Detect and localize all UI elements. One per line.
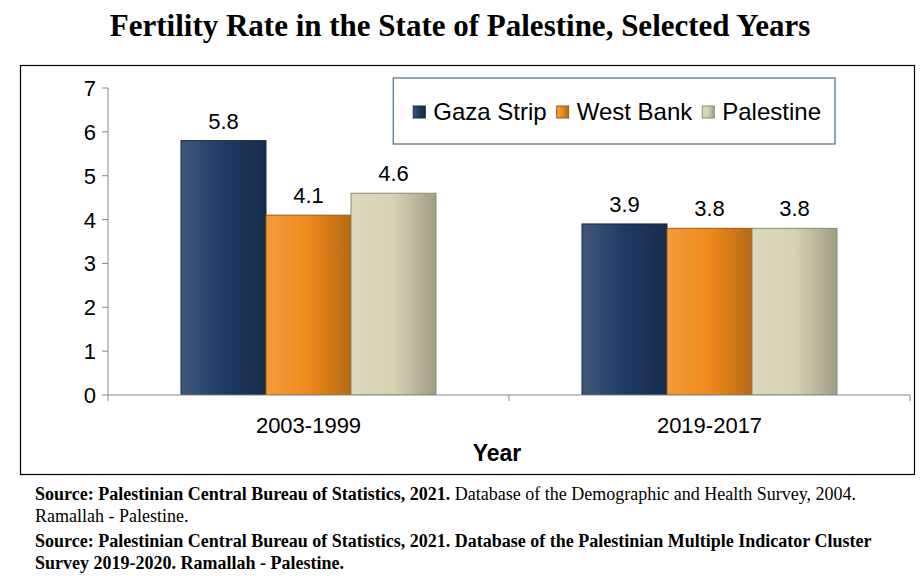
bar <box>667 228 752 395</box>
y-tick-label: 1 <box>84 339 96 364</box>
bar <box>582 224 667 395</box>
y-tick-label: 4 <box>84 208 96 233</box>
y-tick-label: 7 <box>84 76 96 101</box>
bar <box>752 228 837 395</box>
legend-label: Palestine <box>722 98 821 125</box>
x-tick <box>108 395 109 401</box>
legend-swatch <box>413 106 425 118</box>
x-tick <box>509 395 510 401</box>
bars <box>181 141 837 395</box>
y-axis <box>108 88 109 395</box>
legend-label: West Bank <box>577 98 694 125</box>
y-tick-label: 5 <box>84 164 96 189</box>
y-tick-label: 0 <box>84 383 96 408</box>
legend-box <box>393 78 835 144</box>
chart-frame <box>21 66 915 475</box>
bar <box>351 193 436 395</box>
x-axis-label: Year <box>473 440 522 466</box>
y-tick <box>102 131 108 132</box>
y-tick-label: 6 <box>84 120 96 145</box>
x-tick-label: 2019-2017 <box>657 413 762 438</box>
y-tick <box>102 88 108 89</box>
x-tick <box>910 395 911 401</box>
y-tick <box>102 395 108 396</box>
y-tick <box>102 219 108 220</box>
y-tick-label: 3 <box>84 251 96 276</box>
y-tick-label: 2 <box>84 295 96 320</box>
source-bold: Source: Palestinian Central Bureau of St… <box>35 484 450 504</box>
x-tick-label: 2003-1999 <box>256 413 361 438</box>
legend-label: Gaza Strip <box>433 98 546 125</box>
data-label: 4.1 <box>293 183 324 208</box>
bar <box>266 215 351 395</box>
data-label: 3.8 <box>779 196 810 221</box>
source-note: Source: Palestinian Central Bureau of St… <box>35 483 895 527</box>
source-note: Source: Palestinian Central Bureau of St… <box>35 530 895 574</box>
bar <box>181 141 266 395</box>
data-label: 4.6 <box>378 161 409 186</box>
data-label: 3.8 <box>694 196 725 221</box>
chart-title: Fertility Rate in the State of Palestine… <box>110 8 810 43</box>
source-bold: Source: Palestinian Central Bureau of St… <box>35 531 871 573</box>
y-tick <box>102 175 108 176</box>
y-tick <box>102 263 108 264</box>
y-tick <box>102 307 108 308</box>
legend: Gaza Strip West Bank Palestine <box>393 78 835 144</box>
data-label: 3.9 <box>609 192 640 217</box>
legend-swatch <box>557 106 569 118</box>
y-tick <box>102 351 108 352</box>
legend-swatch <box>702 106 714 118</box>
data-label: 5.8 <box>208 109 239 134</box>
